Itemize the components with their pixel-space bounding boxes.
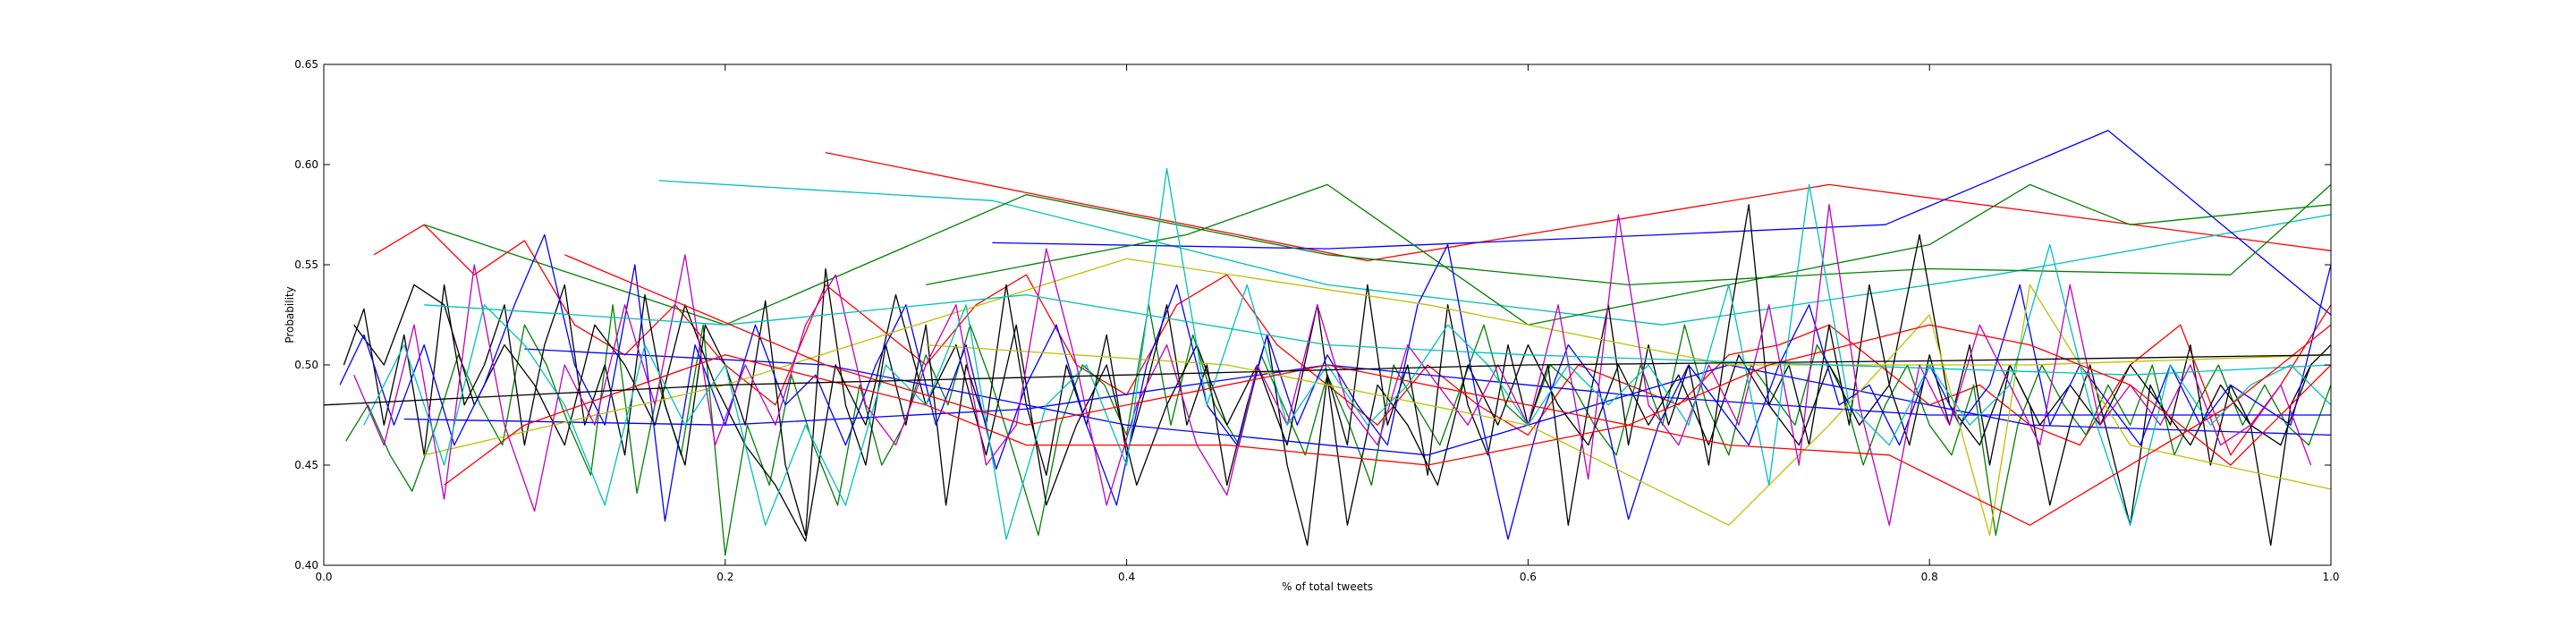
x-tick-label: 0.6 [1520,571,1537,583]
y-tick-label: 0.65 [294,58,318,71]
x-tick-label: 0.8 [1921,571,1938,583]
series-line-17 [424,293,2332,376]
series-line-18 [444,324,2332,486]
series-line-11 [403,364,2331,426]
x-axis: 0.0 0.2 0.4 0.6 0.8 1.0 [315,64,2340,583]
series-line-19 [564,254,2332,526]
series-line-3 [992,130,2332,316]
series-line-9 [353,233,2312,542]
y-tick-label: 0.60 [294,158,318,171]
series-line-2 [658,180,2332,326]
y-axis: 0.40 0.45 0.50 0.55 0.60 0.65 [294,58,2331,572]
x-tick-label: 0.2 [716,571,733,583]
series-line-10 [339,233,2332,540]
x-tick-label: 1.0 [2322,571,2339,583]
series-line-15 [353,204,2312,526]
y-tick-label: 0.40 [294,559,318,572]
series-line-16 [363,167,2332,540]
x-tick-label: 0.4 [1118,571,1135,583]
series-layer [323,130,2332,556]
series-line-20 [323,354,2332,406]
series-line-7 [926,183,2332,326]
y-tick-label: 0.45 [294,459,318,471]
y-tick-label: 0.55 [294,258,318,271]
plot-frame [323,64,2332,566]
y-axis-label: Probability [284,286,296,343]
x-axis-label: % of total tweets [1282,580,1373,593]
series-line-1 [825,151,2332,262]
series-line-6 [423,183,2332,326]
y-tick-label: 0.50 [294,359,318,371]
x-tick-label: 0.0 [315,571,332,583]
